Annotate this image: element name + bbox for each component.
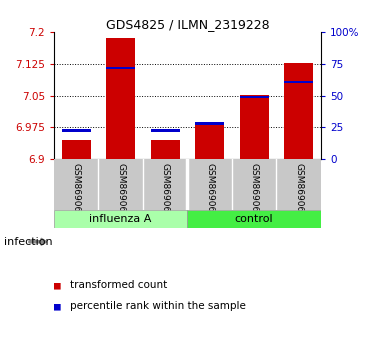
Text: control: control [235, 214, 273, 224]
Text: GSM869068: GSM869068 [294, 163, 303, 218]
Bar [106, 38, 135, 159]
Bar [62, 129, 91, 132]
FancyArrow shape [29, 238, 47, 245]
Text: influenza A: influenza A [89, 214, 152, 224]
Text: infection: infection [4, 238, 52, 247]
Bar [284, 81, 313, 83]
Text: transformed count: transformed count [70, 280, 168, 290]
Bar [151, 140, 180, 159]
Text: ■: ■ [54, 280, 60, 290]
Bar [195, 123, 224, 159]
Text: GSM869069: GSM869069 [161, 163, 170, 218]
Bar [62, 140, 91, 159]
Text: GSM869065: GSM869065 [72, 163, 81, 218]
Bar [240, 96, 269, 98]
Bar [187, 210, 321, 228]
Bar [106, 67, 135, 69]
Bar [54, 210, 187, 228]
Text: GSM869067: GSM869067 [116, 163, 125, 218]
Title: GDS4825 / ILMN_2319228: GDS4825 / ILMN_2319228 [105, 18, 269, 31]
Bar [195, 122, 224, 125]
Text: GSM869064: GSM869064 [205, 163, 214, 218]
Text: GSM869066: GSM869066 [250, 163, 259, 218]
Text: percentile rank within the sample: percentile rank within the sample [70, 301, 246, 311]
Bar [240, 95, 269, 159]
Bar [151, 129, 180, 132]
Text: ■: ■ [54, 301, 60, 311]
Bar [284, 63, 313, 159]
